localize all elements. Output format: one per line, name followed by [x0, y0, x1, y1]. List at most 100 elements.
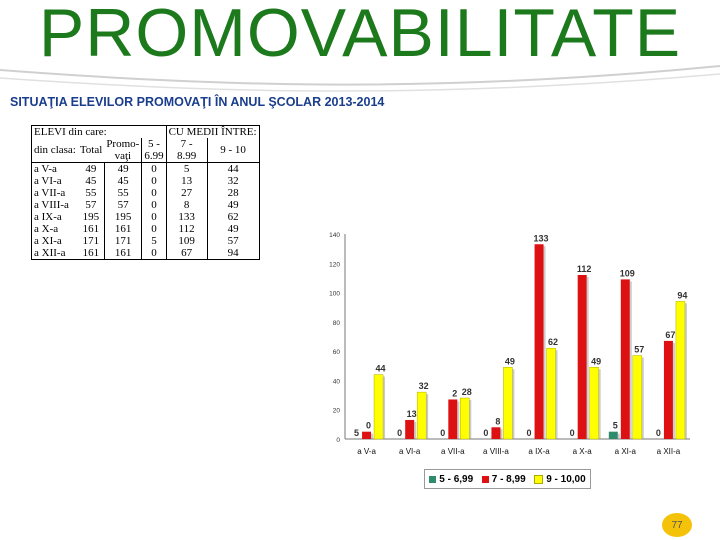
page-subtitle: SITUAŢIA ELEVILOR PROMOVAŢI ÎN ANUL ŞCOL…	[10, 95, 385, 109]
col-header-5-2: 6.99	[141, 150, 167, 163]
y-tick-label: 100	[329, 291, 340, 298]
table-cell: 161	[103, 223, 142, 235]
data-label: 8	[495, 416, 500, 426]
table-cell: 49	[206, 199, 260, 211]
table-cell: 67	[165, 247, 208, 260]
table-row: a IX-a 195 195 0 133 62	[30, 211, 260, 223]
data-label: 44	[376, 364, 386, 374]
table-cell: 57	[206, 235, 260, 247]
data-label: 49	[505, 356, 515, 366]
col-header-clasa: din clasa:	[30, 138, 78, 163]
col-header-5-1: 5 -	[141, 138, 167, 150]
y-tick-label: 60	[333, 349, 341, 356]
page-title: PROMOVABILITATE	[38, 0, 682, 71]
data-label: 57	[634, 345, 644, 355]
legend-item: 5 - 6,99	[429, 474, 473, 485]
chart-bar-shadow	[629, 281, 632, 439]
data-label: 0	[483, 428, 488, 438]
table-cell: 13	[165, 175, 208, 187]
chart-bar	[460, 397, 470, 440]
table-row: a XII-a 161 161 0 67 94	[30, 247, 260, 260]
table-cell: 55	[85, 187, 97, 199]
table-cell: 161	[82, 223, 100, 235]
table-cell: 55	[103, 187, 142, 199]
chart-bar	[416, 391, 427, 440]
table-cell: 0	[141, 175, 167, 187]
data-label: 5	[613, 421, 618, 431]
chart-bar-shadow	[457, 401, 460, 439]
chart-bar	[632, 355, 643, 440]
table-cell: a VI-a	[30, 175, 78, 187]
col-header-7-2: 8.99	[165, 150, 208, 163]
chart-bar	[675, 301, 686, 440]
x-tick-label: a VII-a	[441, 447, 465, 456]
col-header-promovati-2: vaţi	[104, 150, 142, 163]
table-cell: a VII-a	[30, 187, 78, 199]
y-tick-label: 120	[329, 261, 340, 268]
data-label: 94	[677, 290, 687, 300]
table-cell: 57	[85, 199, 97, 211]
chart-bar	[405, 419, 415, 439]
chart-bar	[491, 427, 501, 439]
col-header-promovati-1: Promo-	[106, 138, 140, 150]
chart-bar	[546, 347, 556, 440]
y-tick-label: 0	[336, 437, 340, 444]
data-label: 0	[366, 421, 371, 431]
table-cell: a XII-a	[30, 247, 78, 260]
chart-bar-shadow	[617, 433, 620, 439]
table-cell: 94	[206, 247, 260, 260]
chart-bar-shadow	[555, 350, 558, 439]
data-label: 0	[656, 428, 661, 438]
table-cell: 171	[103, 235, 142, 247]
data-label: 5	[354, 428, 359, 438]
chart-bar	[589, 367, 599, 440]
x-tick-label: a V-a	[357, 447, 376, 456]
table-cell: 8	[165, 199, 208, 211]
chart-bar	[373, 374, 384, 440]
data-label: 2	[452, 388, 457, 398]
legend-item: 7 - 8,99	[481, 473, 526, 485]
table-cell: 195	[103, 211, 142, 223]
table-cell: a VIII-a	[30, 199, 78, 211]
legend-label: 7 - 8,99	[491, 473, 526, 485]
chart-bar-shadow	[414, 421, 417, 439]
chart-bar-shadow	[371, 433, 374, 439]
legend-label: 5 - 6,99	[439, 473, 474, 485]
table-row: a V-a 49 49 0 5 44	[30, 162, 260, 175]
table-cell: 109	[165, 235, 208, 247]
table-cell: 161	[77, 247, 105, 260]
y-tick-label: 140	[329, 232, 340, 239]
data-label: 0	[527, 428, 532, 438]
table-cell: 5	[165, 162, 208, 175]
chart-legend: 5 - 6,99 7 - 8,99 9 - 10,00	[424, 469, 591, 489]
chart-bar	[448, 399, 458, 439]
y-tick-label: 80	[333, 320, 341, 327]
data-label: 0	[570, 428, 575, 438]
table-cell: 0	[141, 223, 167, 235]
group-header-left: ELEVI din care:	[30, 125, 142, 138]
decorative-swoosh	[0, 65, 720, 92]
data-label: 112	[577, 264, 592, 274]
chart-bar	[503, 367, 513, 440]
data-label: 133	[534, 233, 549, 243]
table-cell: 45	[85, 175, 97, 187]
chart-bar-shadow	[598, 369, 601, 439]
chart-bar-shadow	[500, 429, 503, 439]
group-header-right: CU MEDII ÎNTRE:	[166, 125, 260, 138]
table-cell: 0	[141, 187, 167, 199]
table-cell: a IX-a	[30, 211, 78, 223]
table-row: a VII-a 55 55 0 27 28	[30, 187, 260, 199]
x-tick-label: a XII-a	[657, 447, 681, 456]
table-cell: 62	[206, 211, 260, 223]
data-label: 28	[462, 387, 472, 397]
col-header-total: Total	[77, 138, 105, 163]
table-cell: 32	[206, 175, 260, 187]
chart-bar-shadow	[672, 342, 675, 439]
table-cell: 28	[206, 187, 260, 199]
data-label: 67	[665, 330, 675, 340]
legend-label: 9 - 10,00	[546, 473, 586, 485]
table-cell: 45	[103, 175, 142, 187]
data-label: 13	[407, 409, 417, 419]
x-tick-label: a VI-a	[399, 447, 421, 456]
table-cell: 49	[103, 162, 142, 175]
